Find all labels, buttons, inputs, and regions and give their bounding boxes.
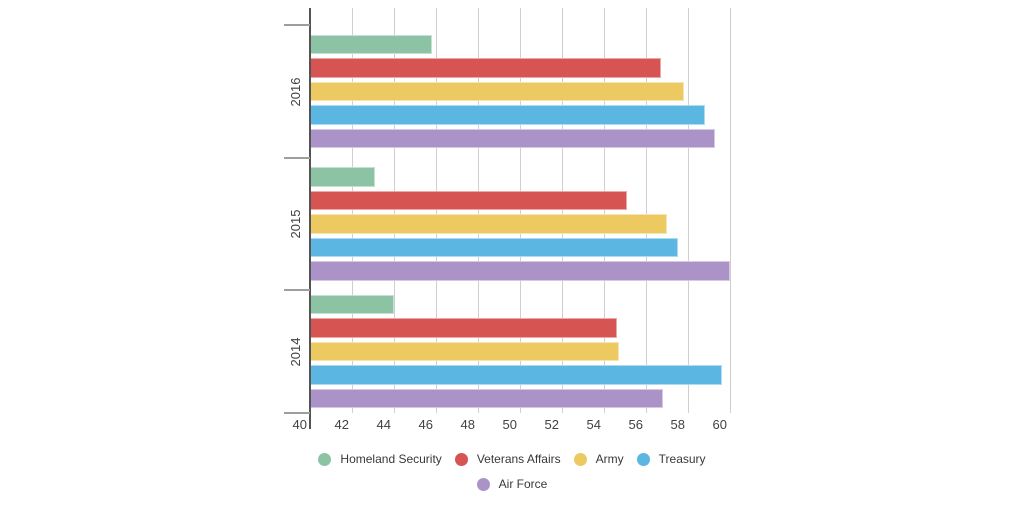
x-axis-tick-label-58: 58 — [670, 417, 685, 432]
bar-veterans-affairs-2015[interactable] — [310, 190, 628, 211]
bar-air-force-2015[interactable] — [310, 261, 730, 281]
bar-treasury-2014[interactable] — [310, 365, 722, 385]
legend-row-0: Homeland Security Veterans Affairs Army Tre… — [318, 452, 706, 466]
bar-homeland-security-2016[interactable] — [310, 34, 432, 55]
x-axis-tick-label-56: 56 — [628, 417, 643, 432]
y-axis-tick-2 — [284, 289, 310, 291]
legend-label: Army — [595, 452, 624, 466]
x-axis-tick-label-50: 50 — [502, 417, 517, 432]
bar-homeland-security-2015[interactable] — [310, 167, 376, 187]
legend-swatch-icon — [636, 452, 650, 466]
x-axis-tick-label-42: 42 — [334, 417, 349, 432]
category-label-2014: 2014 — [288, 337, 303, 366]
bar-army-2014[interactable] — [310, 341, 619, 362]
gridline-x-50 — [520, 8, 521, 413]
legend-row-1: Air Force — [476, 477, 548, 491]
gridline-x-52 — [562, 8, 563, 413]
gridline-x-56 — [646, 8, 647, 413]
bar-treasury-2016[interactable] — [310, 105, 705, 125]
y-axis-tick-3 — [284, 412, 310, 414]
legend-label: Air Force — [498, 477, 548, 491]
legend-item-homeland-security[interactable]: Homeland Security — [318, 452, 442, 466]
legend-item-treasury[interactable]: Treasury — [636, 452, 706, 466]
legend: Homeland Security Veterans Affairs Army Tre… — [0, 452, 1024, 491]
x-axis-tick-label-52: 52 — [544, 417, 559, 432]
legend-label: Treasury — [658, 452, 706, 466]
legend-swatch-icon — [573, 452, 587, 466]
bar-treasury-2015[interactable] — [310, 237, 678, 258]
legend-swatch-icon — [454, 452, 468, 466]
bar-air-force-2014[interactable] — [310, 388, 663, 409]
bar-army-2016[interactable] — [310, 81, 684, 102]
gridline-x-46 — [436, 8, 437, 413]
gridline-x-54 — [604, 8, 605, 413]
bar-homeland-security-2014[interactable] — [310, 294, 394, 315]
legend-swatch-icon — [318, 452, 332, 466]
gridline-x-48 — [478, 8, 479, 413]
x-axis-tick-label-46: 46 — [418, 417, 433, 432]
x-axis-tick-label-54: 54 — [586, 417, 601, 432]
x-axis-tick-label-40: 40 — [292, 417, 307, 432]
gridline-x-44 — [394, 8, 395, 413]
legend-swatch-icon — [476, 477, 490, 491]
gridline-x-60 — [730, 8, 731, 413]
gridline-x-58 — [688, 8, 689, 413]
x-axis-tick-label-44: 44 — [376, 417, 391, 432]
legend-item-air-force[interactable]: Air Force — [476, 477, 548, 491]
bar-army-2015[interactable] — [310, 214, 667, 234]
x-axis-tick-label-48: 48 — [460, 417, 475, 432]
x-axis-tick-label-60: 60 — [712, 417, 727, 432]
y-axis-tick-1 — [284, 157, 310, 159]
legend-item-army[interactable]: Army — [573, 452, 624, 466]
y-axis-line — [309, 8, 311, 429]
plot-area — [310, 8, 740, 413]
y-axis-tick-0 — [284, 24, 310, 26]
bar-veterans-affairs-2014[interactable] — [310, 318, 617, 338]
category-label-2015: 2015 — [288, 209, 303, 239]
legend-label: Homeland Security — [340, 452, 442, 466]
category-label-2016: 2016 — [288, 77, 303, 106]
bar-air-force-2016[interactable] — [310, 128, 716, 149]
legend-item-veterans-affairs[interactable]: Veterans Affairs — [454, 452, 561, 466]
gridline-x-42 — [352, 8, 353, 413]
bar-veterans-affairs-2016[interactable] — [310, 58, 661, 78]
legend-label: Veterans Affairs — [476, 452, 561, 466]
